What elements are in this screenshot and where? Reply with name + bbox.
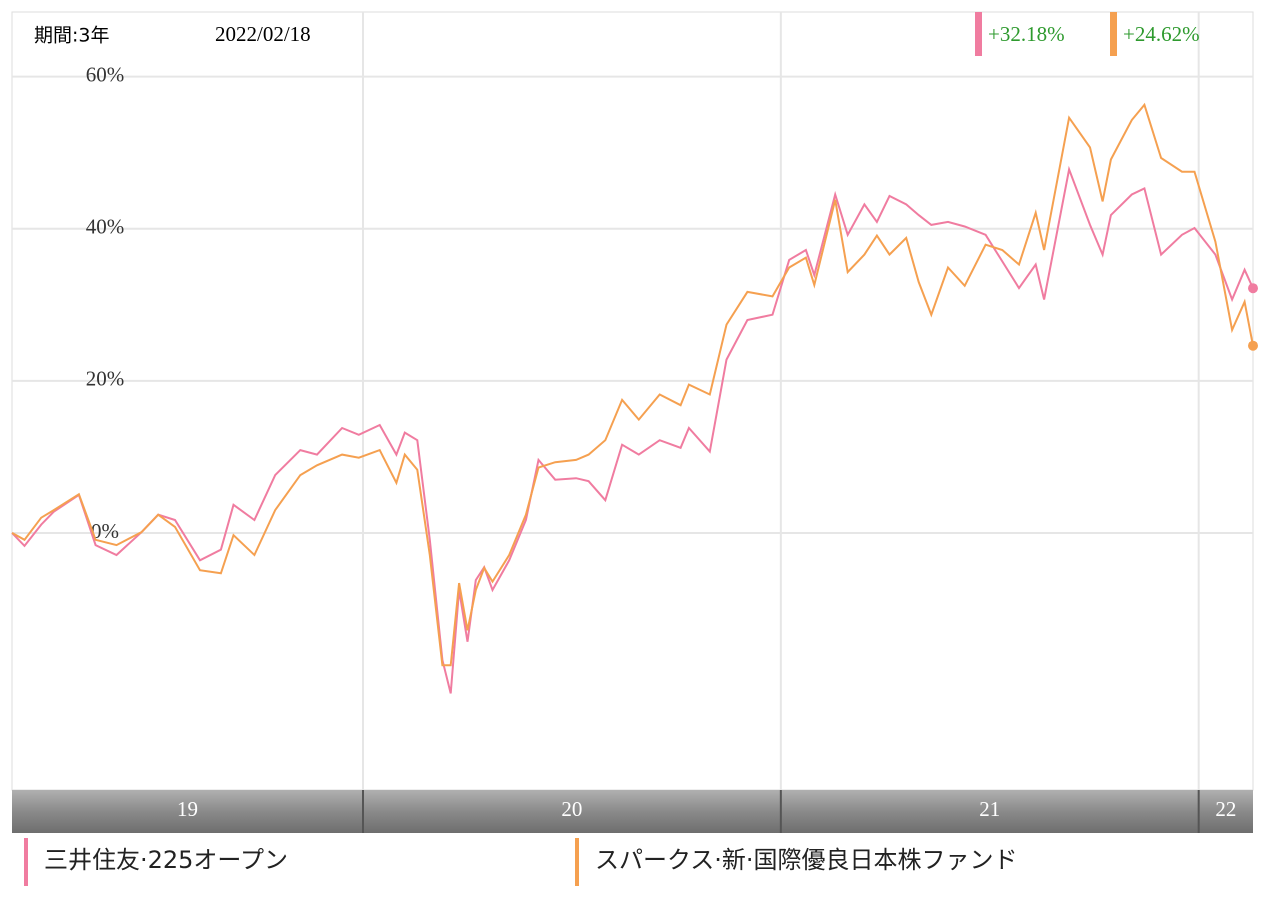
end-point <box>1248 283 1258 294</box>
y-tick-label: 40% <box>86 215 125 239</box>
plot-frame <box>11 11 1254 791</box>
legend-swatch <box>24 838 28 886</box>
y-tick-label: 20% <box>86 367 125 391</box>
series-line <box>11 165 1254 694</box>
end-value-label: +24.62% <box>1123 22 1200 46</box>
header-swatch <box>1110 12 1117 56</box>
header-swatch <box>975 12 982 56</box>
x-band-label: 22 <box>1215 797 1236 821</box>
series-line <box>11 102 1254 667</box>
legend-label: スパークス·新·国際優良日本株ファンド <box>595 846 1018 874</box>
x-band-label: 19 <box>177 797 198 821</box>
x-band <box>362 790 781 833</box>
x-band-label: 20 <box>561 797 582 821</box>
end-point <box>1248 340 1258 351</box>
period: 期間:3年 <box>34 25 110 47</box>
x-band <box>12 790 363 833</box>
legend-label: 三井住友·225オープン <box>44 846 288 874</box>
x-band <box>1198 790 1253 833</box>
legend-swatch <box>575 838 579 886</box>
end-value-label: +32.18% <box>988 22 1065 46</box>
x-band-label: 21 <box>979 797 1000 821</box>
y-tick-label: 60% <box>86 62 125 86</box>
date: 2022/02/18 <box>215 22 311 46</box>
x-band <box>780 790 1199 833</box>
